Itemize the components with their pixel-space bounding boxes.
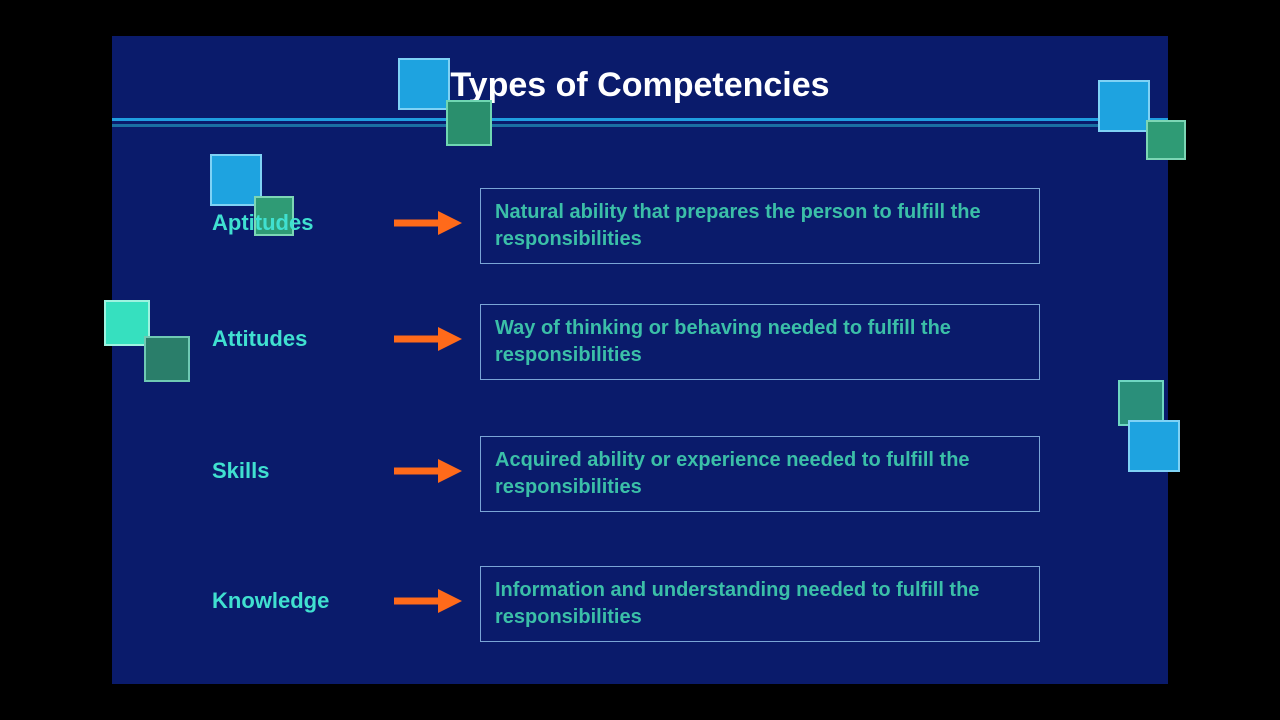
competency-definition: Acquired ability or experience needed to… — [480, 436, 1040, 512]
arrow-icon — [392, 209, 464, 237]
competency-row-1: Attitudes Way of thinking or behaving ne… — [112, 304, 1168, 374]
deco-square-4 — [1098, 80, 1150, 132]
slide-title: Types of Competencies — [112, 66, 1168, 105]
arrow-icon — [392, 325, 464, 353]
competency-term: Aptitudes — [212, 210, 382, 236]
slide-container: Types of Competencies Aptitudes Natural … — [112, 36, 1168, 684]
hrule-top — [112, 118, 1168, 121]
deco-square-1 — [446, 100, 492, 146]
competency-term: Attitudes — [212, 326, 382, 352]
arrow-icon — [392, 587, 464, 615]
deco-square-5 — [1146, 120, 1186, 160]
competency-definition: Information and understanding needed to … — [480, 566, 1040, 642]
competency-row-3: Knowledge Information and understanding … — [112, 566, 1168, 636]
competency-row-2: Skills Acquired ability or experience ne… — [112, 436, 1168, 506]
competency-row-0: Aptitudes Natural ability that prepares … — [112, 188, 1168, 258]
competency-definition: Natural ability that prepares the person… — [480, 188, 1040, 264]
deco-square-0 — [398, 58, 450, 110]
competency-definition: Way of thinking or behaving needed to fu… — [480, 304, 1040, 380]
competency-term: Knowledge — [212, 588, 382, 614]
competency-term: Skills — [212, 458, 382, 484]
hrule-bottom — [112, 124, 1168, 127]
arrow-icon — [392, 457, 464, 485]
